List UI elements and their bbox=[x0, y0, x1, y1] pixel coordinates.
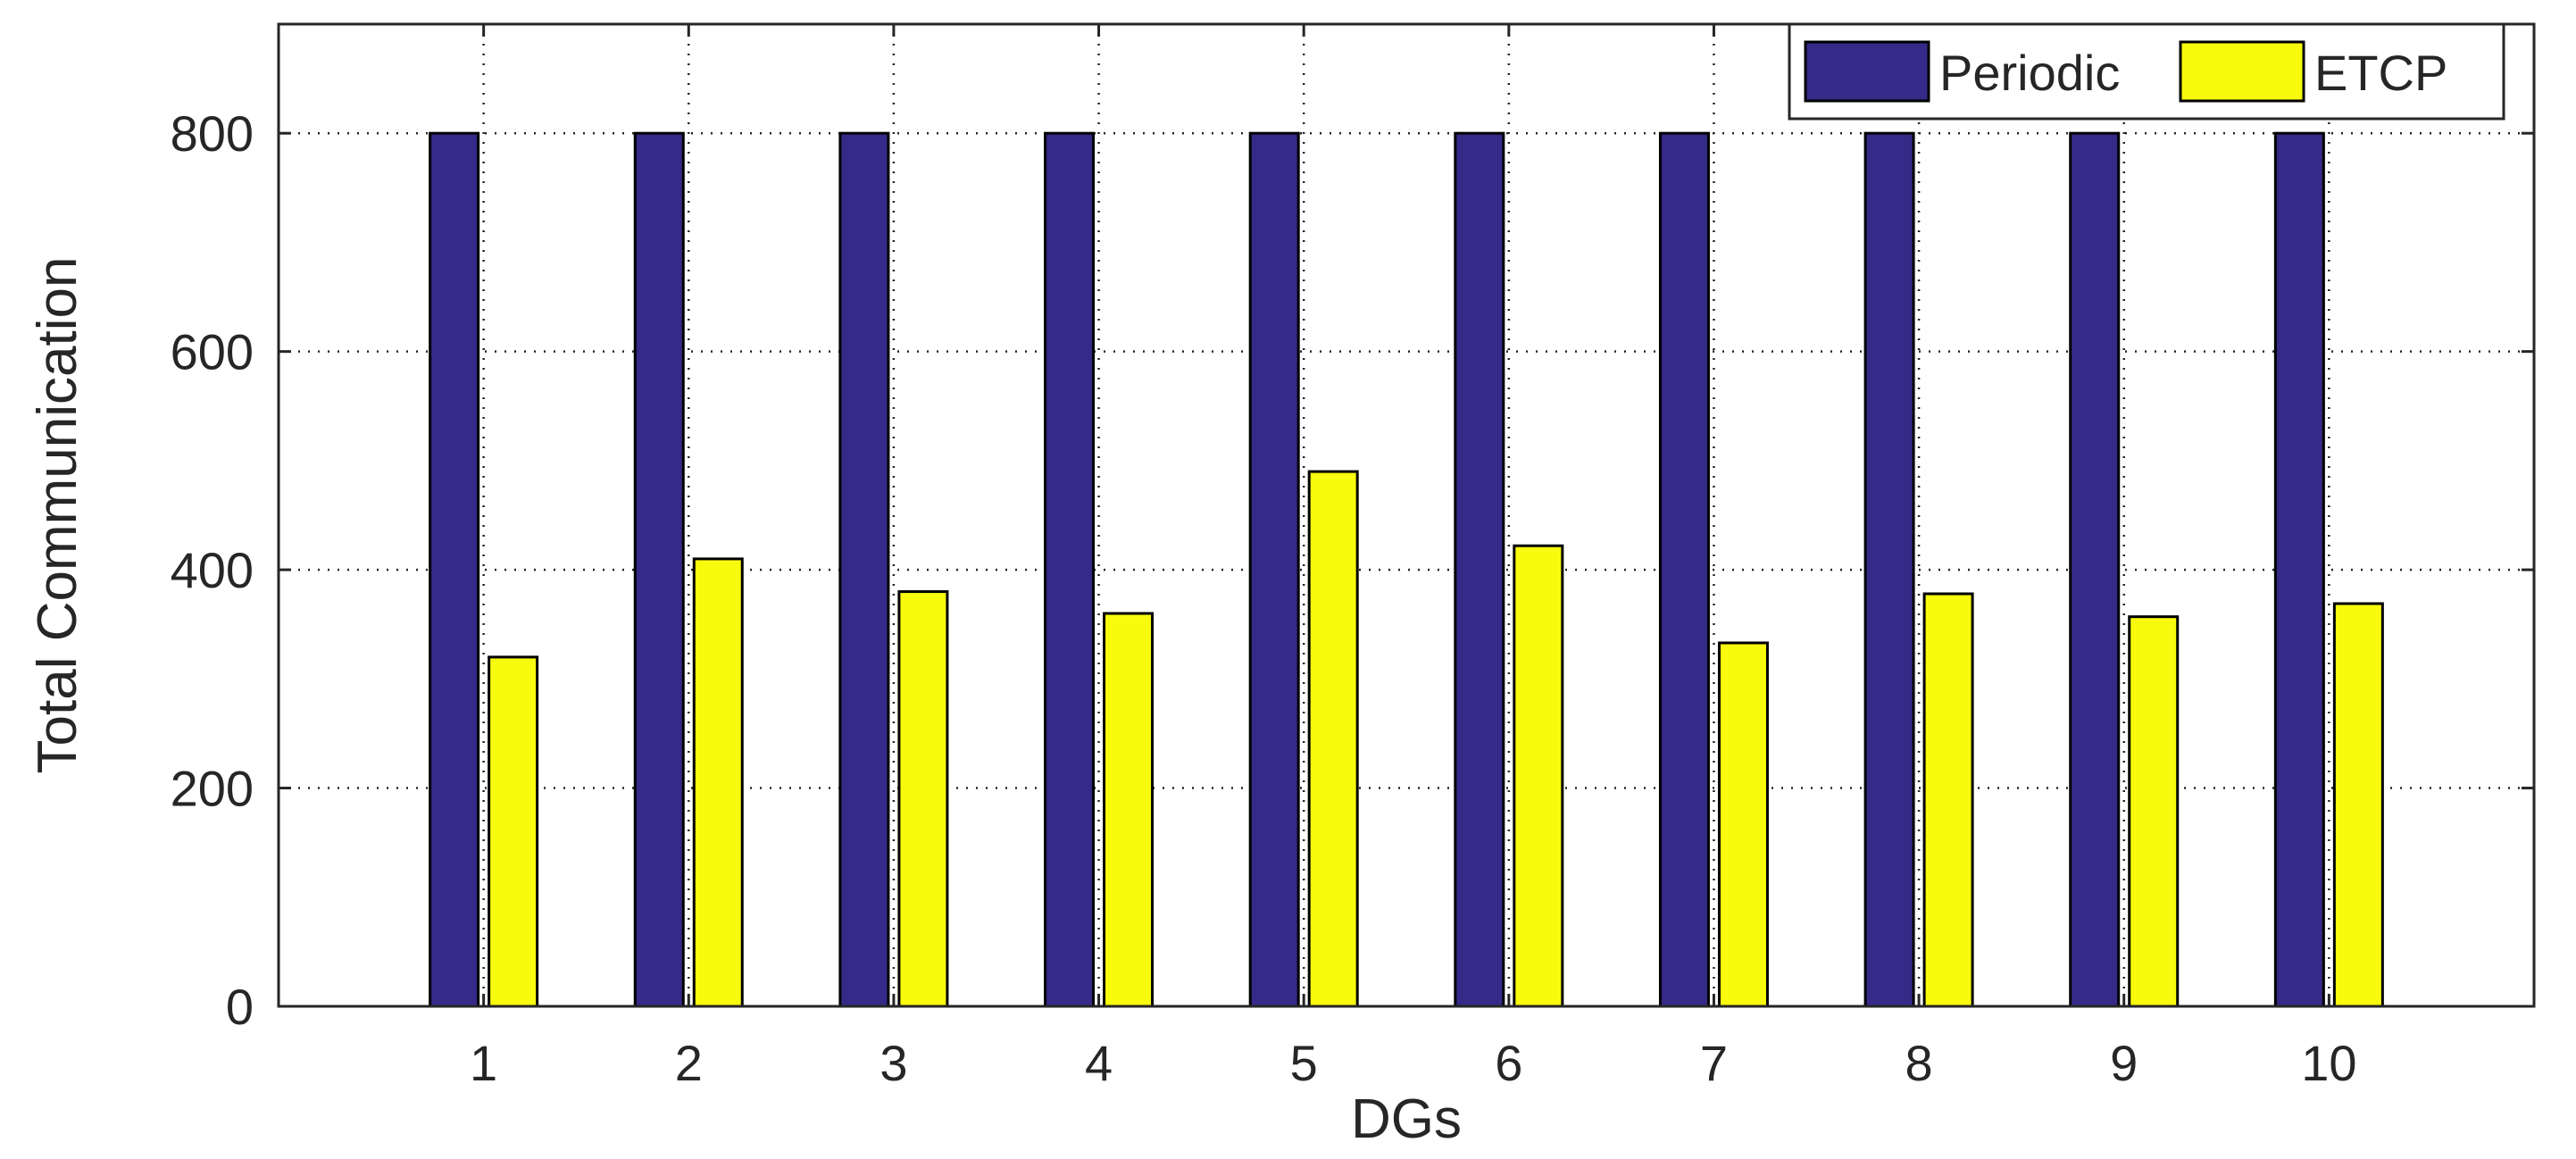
y-tick-label: 400 bbox=[171, 542, 254, 598]
bar-periodic-3 bbox=[838, 131, 890, 1008]
x-tick-label: 7 bbox=[1700, 1035, 1728, 1091]
bar-etcp-2 bbox=[692, 557, 744, 1008]
bar-periodic-4 bbox=[1044, 131, 1096, 1008]
bar-periodic-1 bbox=[429, 131, 480, 1008]
bar-periodic-8 bbox=[1863, 131, 1915, 1008]
x-tick-label: 9 bbox=[2110, 1035, 2138, 1091]
x-tick-label: 5 bbox=[1290, 1035, 1318, 1091]
bar-etcp-5 bbox=[1307, 470, 1359, 1008]
x-axis-label: DGs bbox=[1351, 1088, 1462, 1150]
legend-swatch-etcp bbox=[2179, 40, 2305, 103]
x-tick-label: 10 bbox=[2301, 1035, 2356, 1091]
bar-etcp-1 bbox=[488, 655, 539, 1008]
bar-periodic-2 bbox=[633, 131, 685, 1008]
bar-periodic-5 bbox=[1248, 131, 1300, 1008]
bar-etcp-6 bbox=[1513, 544, 1564, 1008]
plot-area bbox=[279, 24, 2534, 1006]
plot-frame bbox=[277, 22, 2536, 1008]
bar-etcp-8 bbox=[1922, 592, 1974, 1008]
x-tick-label: 6 bbox=[1495, 1035, 1522, 1091]
bar-periodic-10 bbox=[2273, 131, 2325, 1008]
x-tick-label: 1 bbox=[470, 1035, 497, 1091]
legend-label-periodic: Periodic bbox=[1939, 45, 2120, 101]
x-tick-label: 3 bbox=[880, 1035, 907, 1091]
legend-swatch-periodic bbox=[1804, 40, 1930, 103]
bar-periodic-9 bbox=[2069, 131, 2121, 1008]
y-tick-label: 0 bbox=[226, 979, 254, 1035]
y-tick-label: 600 bbox=[171, 324, 254, 380]
bar-periodic-7 bbox=[1658, 131, 1710, 1008]
x-tick-label: 8 bbox=[1905, 1035, 1933, 1091]
x-tick-label: 2 bbox=[675, 1035, 703, 1091]
y-tick-label: 800 bbox=[171, 105, 254, 162]
bar-etcp-9 bbox=[2128, 615, 2180, 1008]
grid-lines bbox=[279, 24, 2534, 1006]
bar-etcp-7 bbox=[1717, 641, 1769, 1008]
bar-etcp-3 bbox=[897, 590, 949, 1008]
y-tick-labels: 0 200 400 600 800 bbox=[171, 105, 254, 1035]
legend: Periodic ETCP bbox=[1788, 22, 2505, 121]
y-axis-label: Total Communication bbox=[27, 257, 88, 774]
x-tick-label: 4 bbox=[1085, 1035, 1113, 1091]
x-tick-labels: 1 2 3 4 5 6 7 8 9 10 bbox=[470, 1035, 2356, 1091]
legend-label-etcp: ETCP bbox=[2314, 45, 2447, 101]
bars bbox=[429, 131, 2384, 1008]
bar-etcp-10 bbox=[2332, 602, 2384, 1008]
bar-etcp-4 bbox=[1103, 612, 1155, 1008]
y-tick-label: 200 bbox=[171, 761, 254, 817]
bar-periodic-6 bbox=[1454, 131, 1505, 1008]
